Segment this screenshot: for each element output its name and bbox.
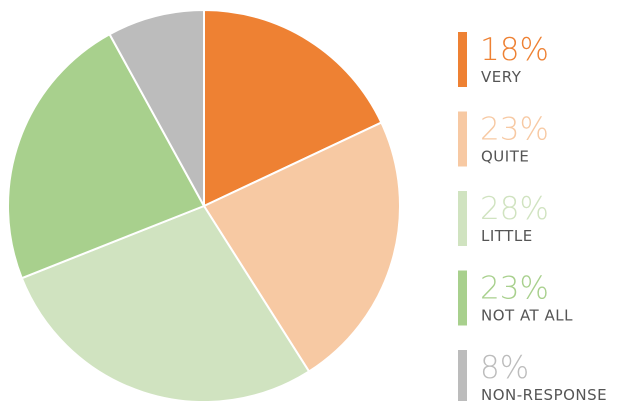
legend-swatch	[458, 111, 467, 167]
pie-slice	[20, 204, 311, 401]
pie-slice	[202, 121, 401, 373]
legend-value: 28%	[480, 191, 549, 227]
legend-label: LITTLE	[481, 227, 533, 245]
pie-slice	[7, 32, 206, 280]
legend-swatch	[458, 191, 467, 246]
legend-swatch	[458, 32, 467, 87]
legend-value: 23%	[480, 271, 549, 307]
legend-swatch	[458, 350, 467, 401]
legend-value: 23%	[480, 112, 549, 148]
legend-label: QUITE	[481, 148, 529, 166]
pie-slice	[108, 8, 205, 207]
legend-swatch	[458, 270, 467, 326]
legend-value: 18%	[480, 32, 549, 68]
legend-label: NON-RESPONSE	[481, 386, 607, 401]
pie-slice	[203, 8, 383, 208]
legend-label: VERY	[481, 68, 522, 86]
legend-label: NOT AT ALL	[481, 307, 573, 325]
legend-value: 8%	[480, 350, 529, 386]
